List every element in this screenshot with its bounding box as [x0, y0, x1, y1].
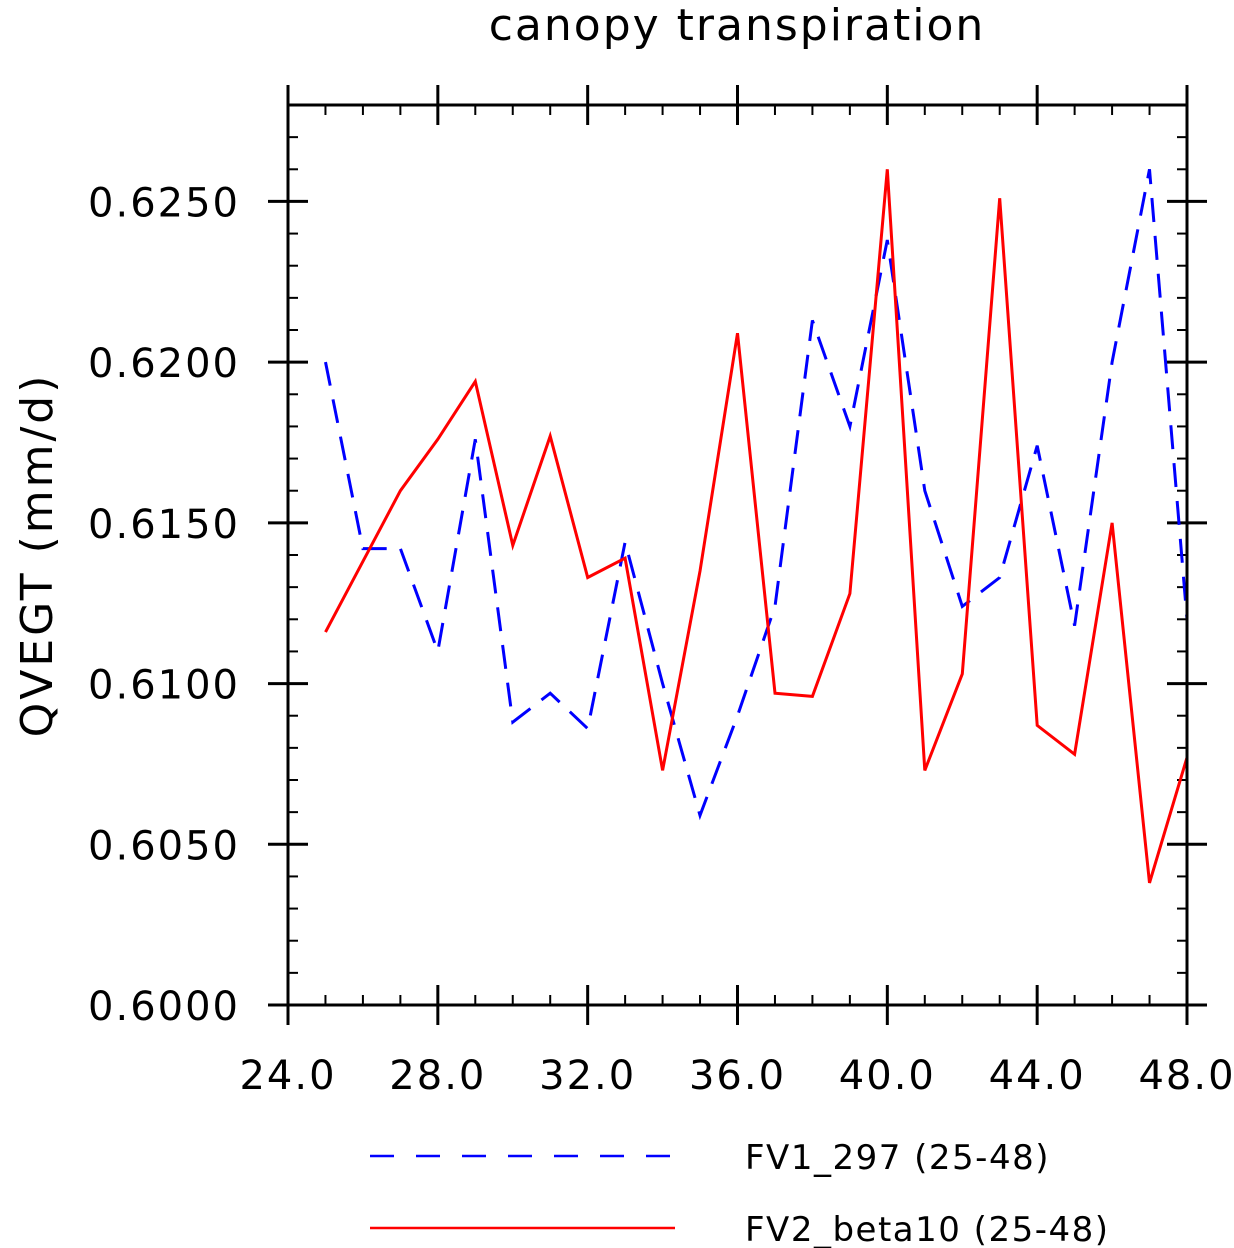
y-axis-label: QVEGT (mm/d): [12, 373, 63, 738]
legend: FV1_297 (25-48) FV2_beta10 (25-48): [370, 1138, 1110, 1248]
minor-ticks: [287, 104, 1188, 1006]
series-line-fv1-297: [324, 169, 1187, 821]
y-tick-label: 0.6150: [88, 502, 240, 548]
legend-label: FV2_beta10 (25-48): [745, 1210, 1110, 1248]
x-tick-label: 44.0: [989, 1053, 1086, 1099]
x-tick-label: 36.0: [689, 1053, 786, 1099]
x-tick-label: 48.0: [1138, 1053, 1234, 1099]
x-tick-label: 24.0: [239, 1053, 336, 1099]
legend-label: FV1_297 (25-48): [745, 1138, 1050, 1178]
x-tick-labels: 24.0 28.0 32.0 36.0 40.0 44.0 48.0: [239, 1053, 1234, 1099]
x-tick-label: 28.0: [389, 1053, 486, 1099]
series-line-fv2-beta10: [324, 169, 1187, 884]
x-tick-label: 40.0: [839, 1053, 936, 1099]
y-tick-label: 0.6100: [88, 663, 240, 709]
series-layer: [324, 169, 1187, 884]
y-tick-label: 0.6200: [88, 341, 240, 387]
chart-title: canopy transpiration: [489, 0, 986, 51]
y-tick-labels: 0.6000 0.6050 0.6100 0.6150 0.6200 0.6250: [88, 180, 240, 1030]
x-tick-label: 32.0: [539, 1053, 636, 1099]
y-tick-label: 0.6250: [88, 180, 240, 226]
y-tick-label: 0.6000: [88, 984, 240, 1030]
major-ticks: [268, 85, 1207, 1025]
plot-frame: [286, 103, 1189, 1007]
y-tick-label: 0.6050: [88, 823, 240, 869]
